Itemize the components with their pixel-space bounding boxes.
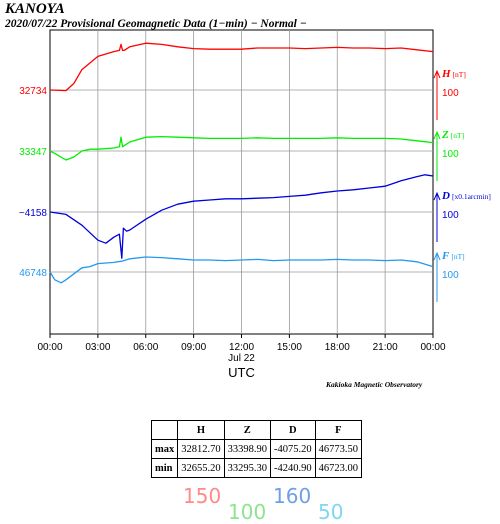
series-legend-h: H [nT] [441, 68, 466, 80]
x-tick-label: 06:00 [133, 342, 158, 353]
scale-arrowhead-d [433, 191, 441, 201]
stats-header-cell: Z [223, 420, 272, 440]
stats-header-cell [150, 420, 179, 440]
scale-arrowhead-f [433, 251, 441, 261]
handwritten-note: 100 [228, 500, 267, 524]
series-line-f [49, 256, 434, 284]
stats-row-label: min [150, 458, 179, 478]
x-tick-label: 12:00 [229, 342, 254, 353]
stats-row-label: max [150, 439, 179, 459]
series-scale-label: 100 [442, 210, 459, 221]
x-tick-label: 18:00 [325, 342, 350, 353]
series-baseline-label: 33347 [19, 147, 47, 158]
scale-arrowhead-z [433, 130, 441, 140]
x-tick-label: 21:00 [373, 342, 398, 353]
stats-cell: 32655.20 [177, 458, 225, 478]
x-tick-label: 15:00 [277, 342, 302, 353]
stats-table: H Z D F max 32812.70 33398.90 -4075.20 4… [150, 420, 363, 478]
stats-header-cell: D [270, 420, 316, 440]
chart-title-block: KANOYA 2020/07/22 Provisional Geomagneti… [5, 1, 307, 30]
stats-cell: 46773.50 [314, 439, 363, 459]
series-scale-label: 100 [442, 270, 459, 281]
x-tick-label: 00:00 [420, 342, 445, 353]
stats-cell: 46723.00 [314, 458, 363, 478]
series-legend-z: Z [nT] [441, 129, 464, 141]
handwritten-note: 50 [318, 500, 344, 524]
x-tick-label: 03:00 [85, 342, 110, 353]
stats-header-row: H Z D F [150, 420, 363, 440]
stats-header-cell: F [314, 420, 363, 440]
observatory-credit: Kakioka Magnetic Observatory [326, 380, 423, 389]
series-scale-label: 100 [442, 88, 459, 99]
handwritten-note: 160 [273, 484, 312, 508]
series-baseline-label: −4158 [19, 208, 48, 219]
stats-row-max: max 32812.70 33398.90 -4075.20 46773.50 [150, 439, 363, 459]
series-legend-d: D [x0.1arcmin] [441, 190, 491, 202]
x-tick-label: 09:00 [181, 342, 206, 353]
series-baseline-label: 32734 [19, 86, 47, 97]
chart-subtitle: 2020/07/22 Provisional Geomagnetic Data … [5, 18, 307, 30]
stats-cell: -4240.90 [270, 458, 316, 478]
geomagnetic-chart: 00:00 03:00 06:00 09:00 12:00 15:00 18:00 21:00… [19, 29, 491, 380]
stats-header-cell: H [177, 420, 225, 440]
series-line-z [49, 135, 434, 161]
handwritten-note: 150 [183, 484, 222, 508]
stats-row-min: min 32655.20 33295.30 -4240.90 46723.00 [150, 458, 363, 478]
x-axis-label: UTC [228, 365, 255, 380]
series-line-d [49, 174, 434, 259]
stats-cell: 32812.70 [177, 439, 225, 459]
series-baseline-label: 46748 [19, 268, 47, 279]
x-tick-label: 00:00 [37, 342, 62, 353]
x-date-label: Jul 22 [228, 353, 255, 364]
scale-arrowhead-h [433, 69, 441, 79]
stats-cell: -4075.20 [270, 439, 316, 459]
series-scale-label: 100 [442, 149, 459, 160]
series-line-h [49, 42, 434, 92]
stats-cell: 33398.90 [223, 439, 272, 459]
stats-cell: 33295.30 [223, 458, 272, 478]
station-name: KANOYA [5, 1, 65, 17]
series-legend-f: F [nT] [441, 250, 465, 262]
